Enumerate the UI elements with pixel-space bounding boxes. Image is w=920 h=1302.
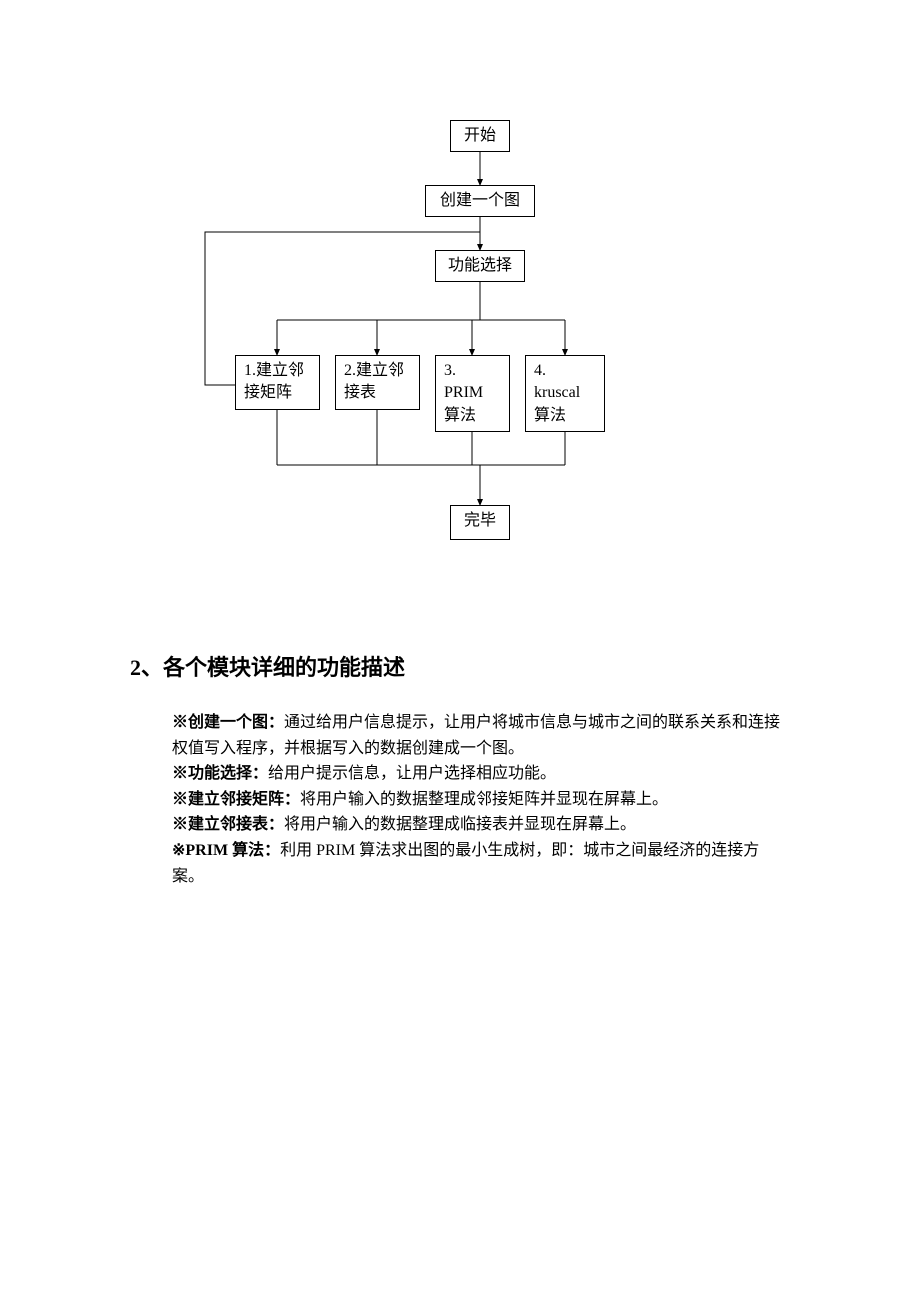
desc-adjacency-list: ※建立邻接表：将用户输入的数据整理成临接表并显现在屏幕上。 <box>172 812 790 838</box>
desc-text: 将用户输入的数据整理成邻接矩阵并显现在屏幕上。 <box>300 791 668 808</box>
flow-node-option-4: 4.kruscal算法 <box>525 355 605 432</box>
desc-label: ※创建一个图： <box>172 714 284 731</box>
flow-node-create: 创建一个图 <box>425 185 535 217</box>
desc-create-graph: ※创建一个图：通过给用户信息提示，让用户将城市信息与城市之间的联系关系和连接权值… <box>172 710 790 761</box>
flow-node-option-1: 1.建立邻接矩阵 <box>235 355 320 410</box>
desc-label: ※建立邻接矩阵： <box>172 791 300 808</box>
flow-node-option-3: 3.PRIM算法 <box>435 355 510 432</box>
desc-function-select: ※功能选择：给用户提示信息，让用户选择相应功能。 <box>172 761 790 787</box>
module-descriptions: ※创建一个图：通过给用户信息提示，让用户将城市信息与城市之间的联系关系和连接权值… <box>172 710 790 889</box>
flowchart-diagram: 开始 创建一个图 功能选择 1.建立邻接矩阵 2.建立邻接表 3.PRIM算法 … <box>190 110 790 560</box>
desc-text: 将用户输入的数据整理成临接表并显现在屏幕上。 <box>284 816 636 833</box>
desc-adjacency-matrix: ※建立邻接矩阵：将用户输入的数据整理成邻接矩阵并显现在屏幕上。 <box>172 787 790 813</box>
flow-node-option-2: 2.建立邻接表 <box>335 355 420 410</box>
desc-label: ※PRIM 算法： <box>172 842 280 859</box>
desc-label: ※建立邻接表： <box>172 816 284 833</box>
desc-prim-algorithm: ※PRIM 算法：利用 PRIM 算法求出图的最小生成树，即：城市之间最经济的连… <box>172 838 790 889</box>
flow-node-start: 开始 <box>450 120 510 152</box>
flowchart-edges <box>190 110 790 560</box>
desc-label: ※功能选择： <box>172 765 268 782</box>
section-heading: 2、各个模块详细的功能描述 <box>130 650 790 682</box>
desc-text: 给用户提示信息，让用户选择相应功能。 <box>268 765 556 782</box>
flow-node-end: 完毕 <box>450 505 510 540</box>
flow-node-select: 功能选择 <box>435 250 525 282</box>
